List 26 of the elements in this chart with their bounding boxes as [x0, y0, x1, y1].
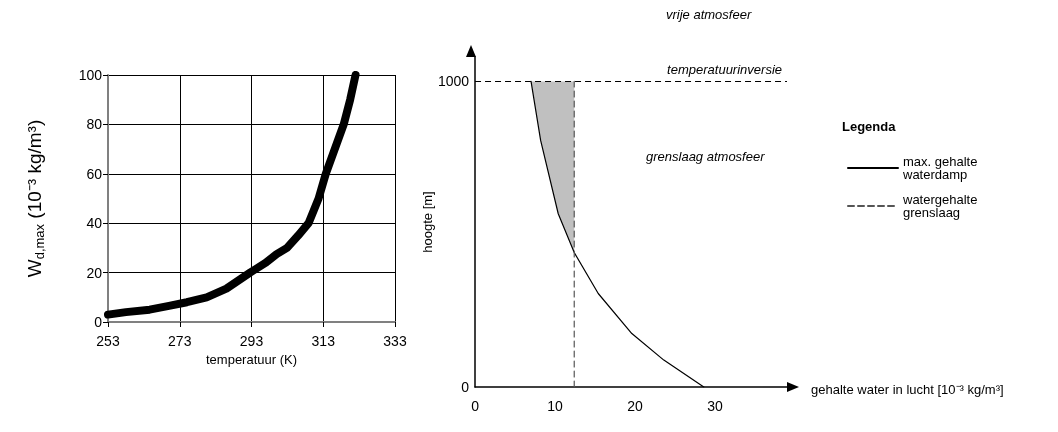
annotation: grenslaag atmosfeer: [646, 149, 766, 164]
x-tick-label: 253: [96, 333, 120, 349]
x-axis-title: gehalte water in lucht [10⁻³ kg/m³]: [811, 382, 1004, 397]
y-axis-title: hoogte [m]: [420, 191, 435, 253]
x-tick-label: 333: [383, 333, 407, 349]
text: vrije atmosfeer: [666, 7, 752, 22]
y-tick-label: 60: [86, 165, 103, 182]
x-tick-label: 10: [547, 398, 564, 414]
y-tick-label: 20: [86, 264, 103, 281]
x-tick-label: 0: [471, 398, 480, 414]
x-axis-title: temperatuur (K): [205, 351, 298, 367]
x-tick-label: 273: [168, 333, 192, 349]
y-tick-label: 40: [86, 215, 103, 232]
x-tick-label: 20: [627, 398, 644, 414]
x-tick-label: 293: [239, 333, 264, 349]
y-tick-label: 100: [78, 67, 103, 83]
legend-title: Legenda: [842, 119, 897, 134]
y-axis-title: Wd,max (10⁻³ kg/m³): [24, 119, 47, 278]
x-tick-label: 30: [707, 398, 724, 414]
y-tick-label: 0: [94, 314, 103, 330]
legend-label: watergehalte grenslaag: [902, 192, 982, 220]
legend-label: max. gehalte waterdamp: [902, 154, 982, 182]
ref-line-label: temperatuurinversie: [667, 62, 782, 78]
y-tick-label: 1000: [437, 73, 470, 90]
y-tick-label: 80: [86, 116, 103, 133]
x-tick-label: 313: [311, 333, 336, 349]
